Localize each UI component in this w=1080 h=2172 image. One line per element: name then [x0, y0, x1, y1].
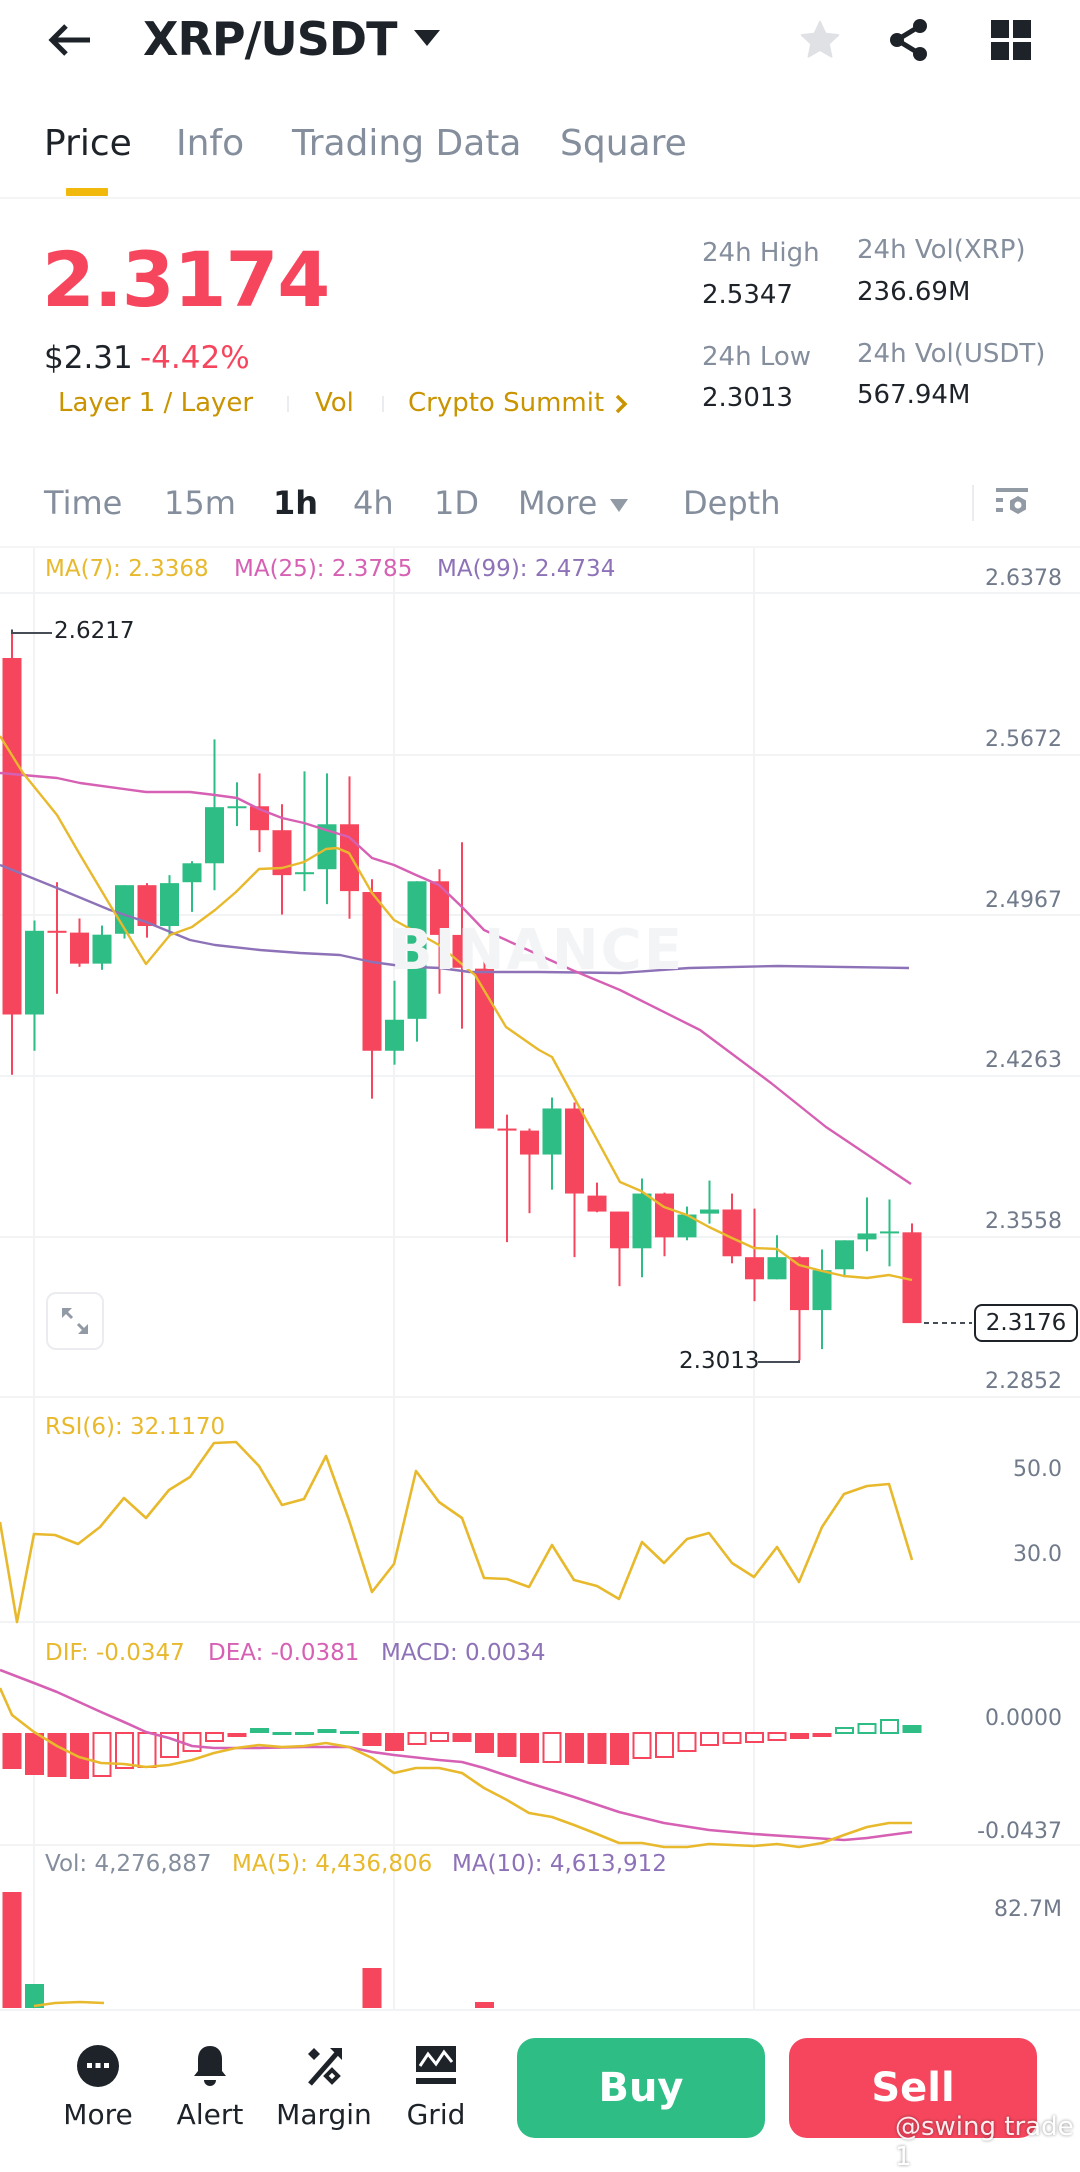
tag-separator [287, 396, 289, 412]
buy-button[interactable]: Buy [517, 2038, 765, 2138]
divider [972, 485, 974, 521]
change-percent: -4.42% [140, 340, 250, 376]
interval-depth[interactable]: Depth [683, 484, 781, 522]
price-axis-label: 2.4263 [985, 1048, 1062, 1073]
stat-low-label: 24h Low [702, 342, 812, 372]
stat-vol-base-label: 24h Vol(XRP) [857, 235, 1026, 265]
dea-label: DEA: -0.0381 [208, 1640, 360, 1666]
price-axis-label: 2.6378 [985, 566, 1062, 591]
stat-high-value: 2.5347 [702, 280, 793, 310]
credit-watermark: @swing trade 1 [895, 2112, 1074, 2172]
stat-vol-quote-label: 24h Vol(USDT) [857, 339, 1046, 369]
price-axis-label: 2.3558 [985, 1209, 1062, 1234]
active-tab-indicator [66, 188, 108, 196]
chart-settings-icon[interactable] [994, 486, 1030, 526]
bottom-alert-label: Alert [176, 2098, 244, 2131]
stat-high-label: 24h High [702, 238, 820, 268]
dif-label: DIF: -0.0347 [45, 1640, 185, 1666]
bell-icon [194, 2046, 226, 2086]
bottom-grid-label: Grid [406, 2098, 466, 2131]
current-price-tag: 2.3176 [974, 1304, 1078, 1342]
ma99-label: MA(99): 2.4734 [437, 556, 616, 582]
tab-trading-data[interactable]: Trading Data [292, 123, 522, 164]
margin-percent-icon [308, 2048, 342, 2086]
tab-info[interactable]: Info [176, 123, 245, 164]
low-marker-label: 2.3013 [679, 1348, 760, 1374]
last-price: 2.3174 [42, 235, 330, 324]
interval-more[interactable]: More [518, 484, 598, 522]
interval-4h[interactable]: 4h [353, 484, 394, 522]
fiat-price: $2.31 [44, 340, 133, 376]
rsi-axis-label: 50.0 [1013, 1457, 1062, 1482]
high-marker-label: 2.6217 [54, 618, 135, 644]
vol-ma10-label: MA(10): 4,613,912 [452, 1851, 667, 1877]
interval-1h[interactable]: 1h [273, 484, 319, 522]
interval-1d[interactable]: 1D [434, 484, 479, 522]
bottom-more-label: More [63, 2098, 133, 2131]
stat-low-value: 2.3013 [702, 383, 793, 413]
arrow-left-icon [48, 24, 90, 56]
tag-vol[interactable]: Vol [315, 388, 354, 418]
expand-icon [62, 1308, 88, 1334]
watermark: BINANCE [390, 918, 684, 983]
back-button[interactable] [44, 18, 96, 62]
price-axis-label: 2.5672 [985, 727, 1062, 752]
tab-price[interactable]: Price [44, 123, 132, 164]
share-icon[interactable] [888, 18, 932, 66]
caret-down-icon [610, 498, 628, 517]
tag-layer1[interactable]: Layer 1 / Layer [58, 388, 254, 418]
sell-button[interactable]: Sell [789, 2038, 1037, 2138]
tag-crypto-summit[interactable]: Crypto Summit [408, 388, 605, 418]
rsi-label: RSI(6): 32.1170 [45, 1414, 226, 1440]
macd-axis-label: 0.0000 [985, 1706, 1062, 1731]
caret-down-icon[interactable] [414, 30, 440, 52]
price-axis-label: 2.2852 [985, 1369, 1062, 1394]
rsi-axis-label: 30.0 [1013, 1542, 1062, 1567]
vol-ma5-label: MA(5): 4,436,806 [232, 1851, 433, 1877]
bottom-margin-button[interactable]: Margin [269, 2044, 379, 2131]
pair-title[interactable]: XRP/USDT [143, 12, 397, 66]
tab-square[interactable]: Square [560, 123, 687, 164]
stat-vol-quote-value: 567.94M [857, 380, 971, 410]
grid-icon[interactable] [991, 20, 1031, 64]
stat-vol-base-value: 236.69M [857, 277, 971, 307]
bottom-grid-button[interactable]: Grid [381, 2044, 491, 2131]
divider [0, 546, 1080, 548]
bottom-margin-label: Margin [276, 2098, 372, 2131]
interval-15m[interactable]: 15m [164, 484, 236, 522]
interval-time[interactable]: Time [44, 484, 123, 522]
star-icon[interactable] [798, 18, 842, 66]
bottom-alert-button[interactable]: Alert [155, 2044, 265, 2131]
divider [0, 197, 1080, 199]
tag-separator [382, 396, 384, 412]
vol-label: Vol: 4,276,887 [45, 1851, 212, 1877]
price-axis-label: 2.4967 [985, 888, 1062, 913]
vol-axis-label: 82.7M [994, 1897, 1062, 1922]
ma25-label: MA(25): 2.3785 [234, 556, 413, 582]
macd-label: MACD: 0.0034 [381, 1640, 546, 1666]
macd-axis-label: -0.0437 [977, 1819, 1062, 1844]
chevron-right-icon[interactable] [614, 394, 628, 418]
grid-trading-icon [416, 2046, 456, 2084]
fullscreen-button[interactable] [46, 1292, 104, 1350]
bottom-more-button[interactable]: More [43, 2044, 153, 2131]
more-icon [77, 2045, 119, 2087]
ma7-label: MA(7): 2.3368 [45, 556, 209, 582]
